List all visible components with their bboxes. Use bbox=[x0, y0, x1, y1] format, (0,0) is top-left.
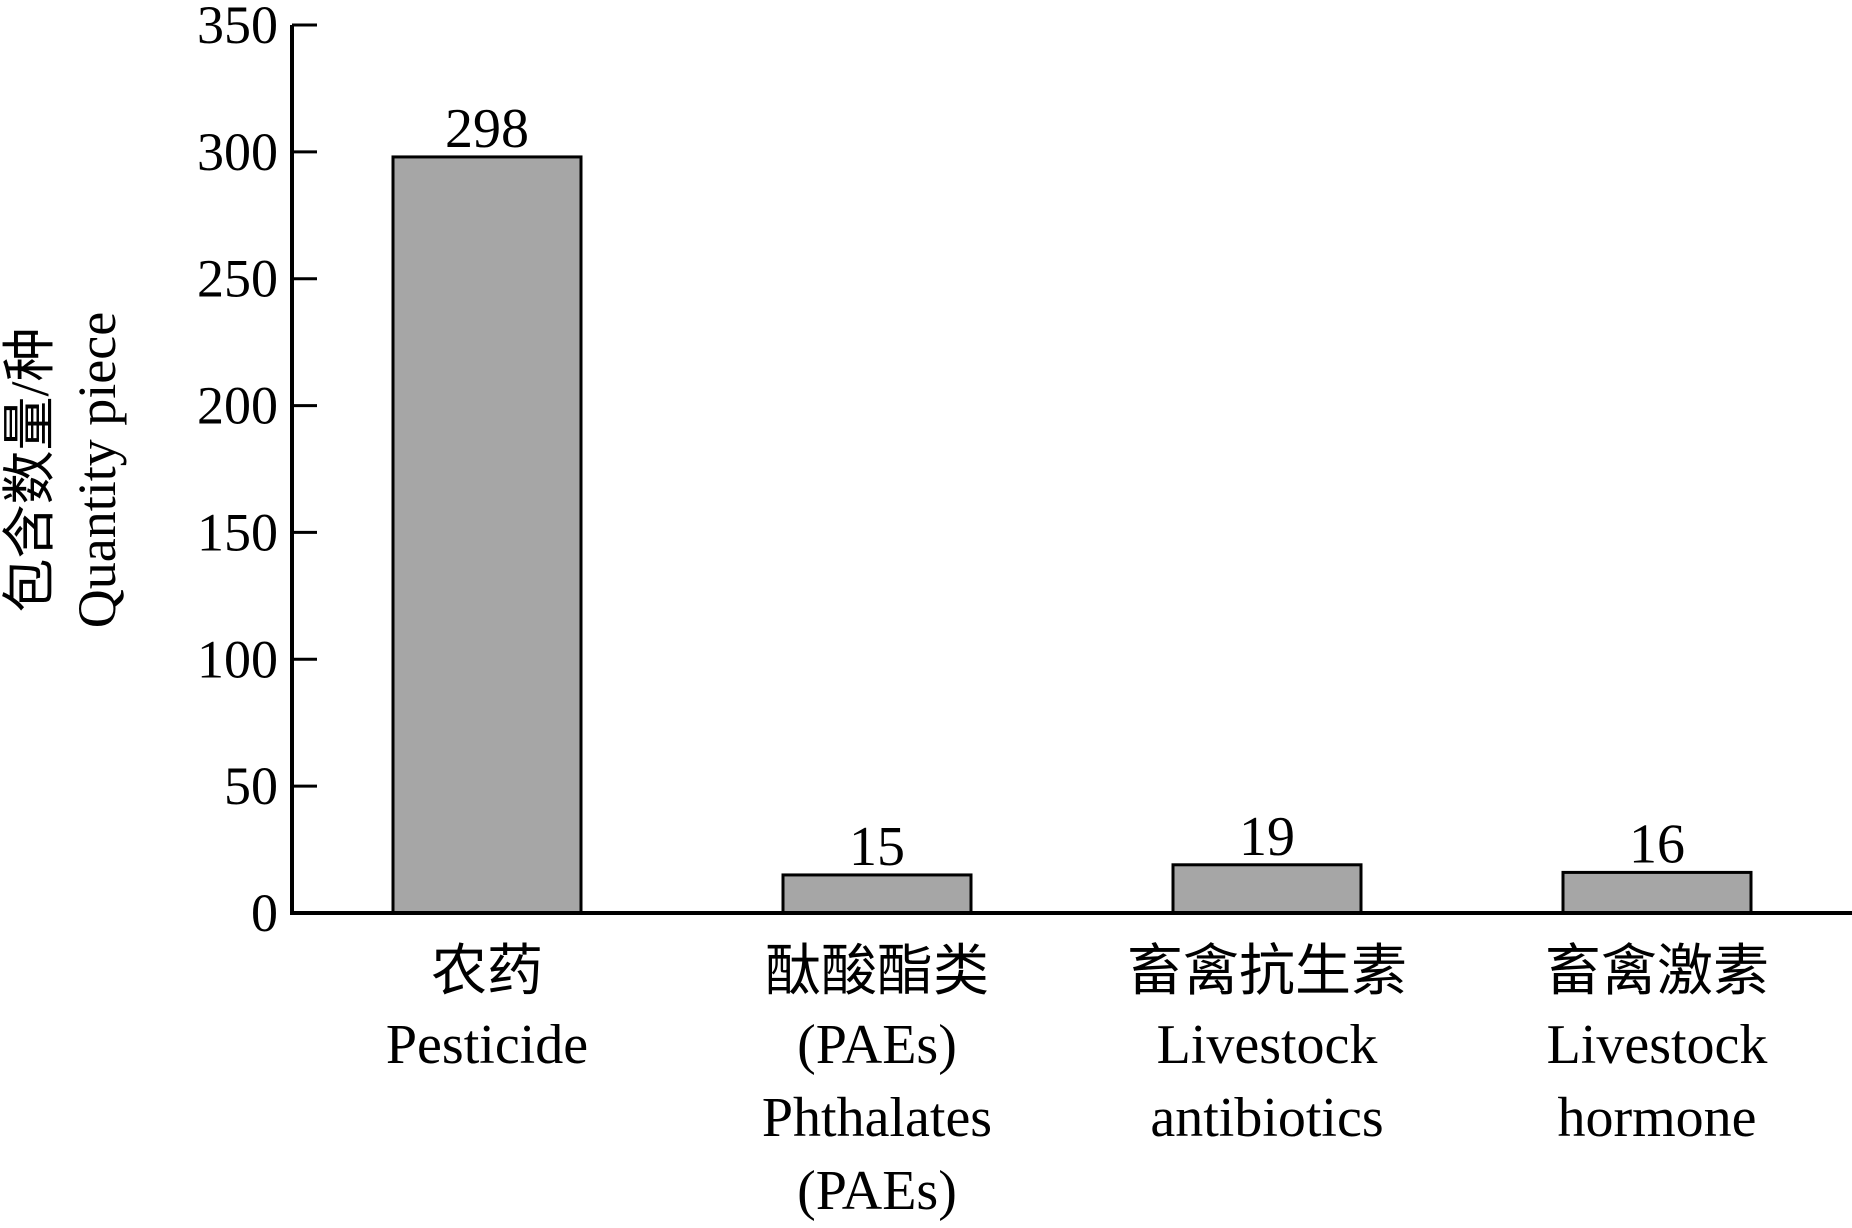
x-category-label-line: (PAEs) bbox=[797, 1014, 957, 1076]
y-tick-label: 150 bbox=[197, 502, 278, 562]
x-tick-labels: 农药 Pesticide 酞酸酯类 (PAEs) Phthalates (PAEs) 畜禽抗… bbox=[386, 941, 1769, 1222]
x-category-label-line: antibiotics bbox=[1150, 1087, 1383, 1149]
bar bbox=[1561, 870, 1753, 915]
x-category-label-line: 畜禽激素 bbox=[1545, 941, 1769, 1003]
x-category-label: 酞酸酯类 (PAEs) Phthalates (PAEs) bbox=[762, 941, 992, 1222]
bar-value-label: 15 bbox=[849, 816, 905, 878]
x-category-label-line: Livestock bbox=[1157, 1014, 1378, 1076]
x-category-label-line: Livestock bbox=[1547, 1014, 1768, 1076]
y-axis-title: 包含数量/种 Quantity piece bbox=[0, 312, 127, 628]
y-axis-title-line: 包含数量/种 bbox=[0, 327, 60, 612]
y-tick-label: 0 bbox=[251, 883, 278, 943]
x-category-label: 农药 Pesticide bbox=[386, 941, 588, 1076]
y-tick-label: 50 bbox=[224, 756, 278, 816]
bar bbox=[391, 155, 583, 915]
bar-value-label: 298 bbox=[445, 98, 529, 160]
x-category-label-line: (PAEs) bbox=[797, 1160, 957, 1222]
x-category-label: 畜禽激素 Livestock hormone bbox=[1545, 941, 1769, 1149]
x-category-label-line: 农药 bbox=[431, 941, 543, 1003]
x-category-label-line: Phthalates bbox=[762, 1087, 992, 1149]
y-tick-label: 200 bbox=[197, 376, 278, 436]
x-category-label-line: Pesticide bbox=[386, 1014, 588, 1076]
bar bbox=[1171, 863, 1363, 915]
bar bbox=[781, 873, 973, 915]
x-category-label-line: hormone bbox=[1557, 1087, 1756, 1149]
x-category-label-line: 畜禽抗生素 bbox=[1127, 941, 1407, 1003]
y-tick-label: 300 bbox=[197, 122, 278, 182]
y-tick-label: 100 bbox=[197, 629, 278, 689]
x-category-label-line: 酞酸酯类 bbox=[765, 941, 989, 1003]
y-axis: 0 50 100 150 200 250 300 350 bbox=[197, 0, 317, 943]
bars: 298 15 19 16 bbox=[391, 98, 1753, 915]
x-category-label: 畜禽抗生素 Livestock antibiotics bbox=[1127, 941, 1407, 1149]
y-axis-title-line: Quantity piece bbox=[67, 312, 127, 628]
y-tick-label: 250 bbox=[197, 249, 278, 309]
bar-value-label: 19 bbox=[1239, 806, 1295, 868]
bar-value-label: 16 bbox=[1629, 813, 1685, 875]
y-tick-label: 350 bbox=[197, 0, 278, 55]
